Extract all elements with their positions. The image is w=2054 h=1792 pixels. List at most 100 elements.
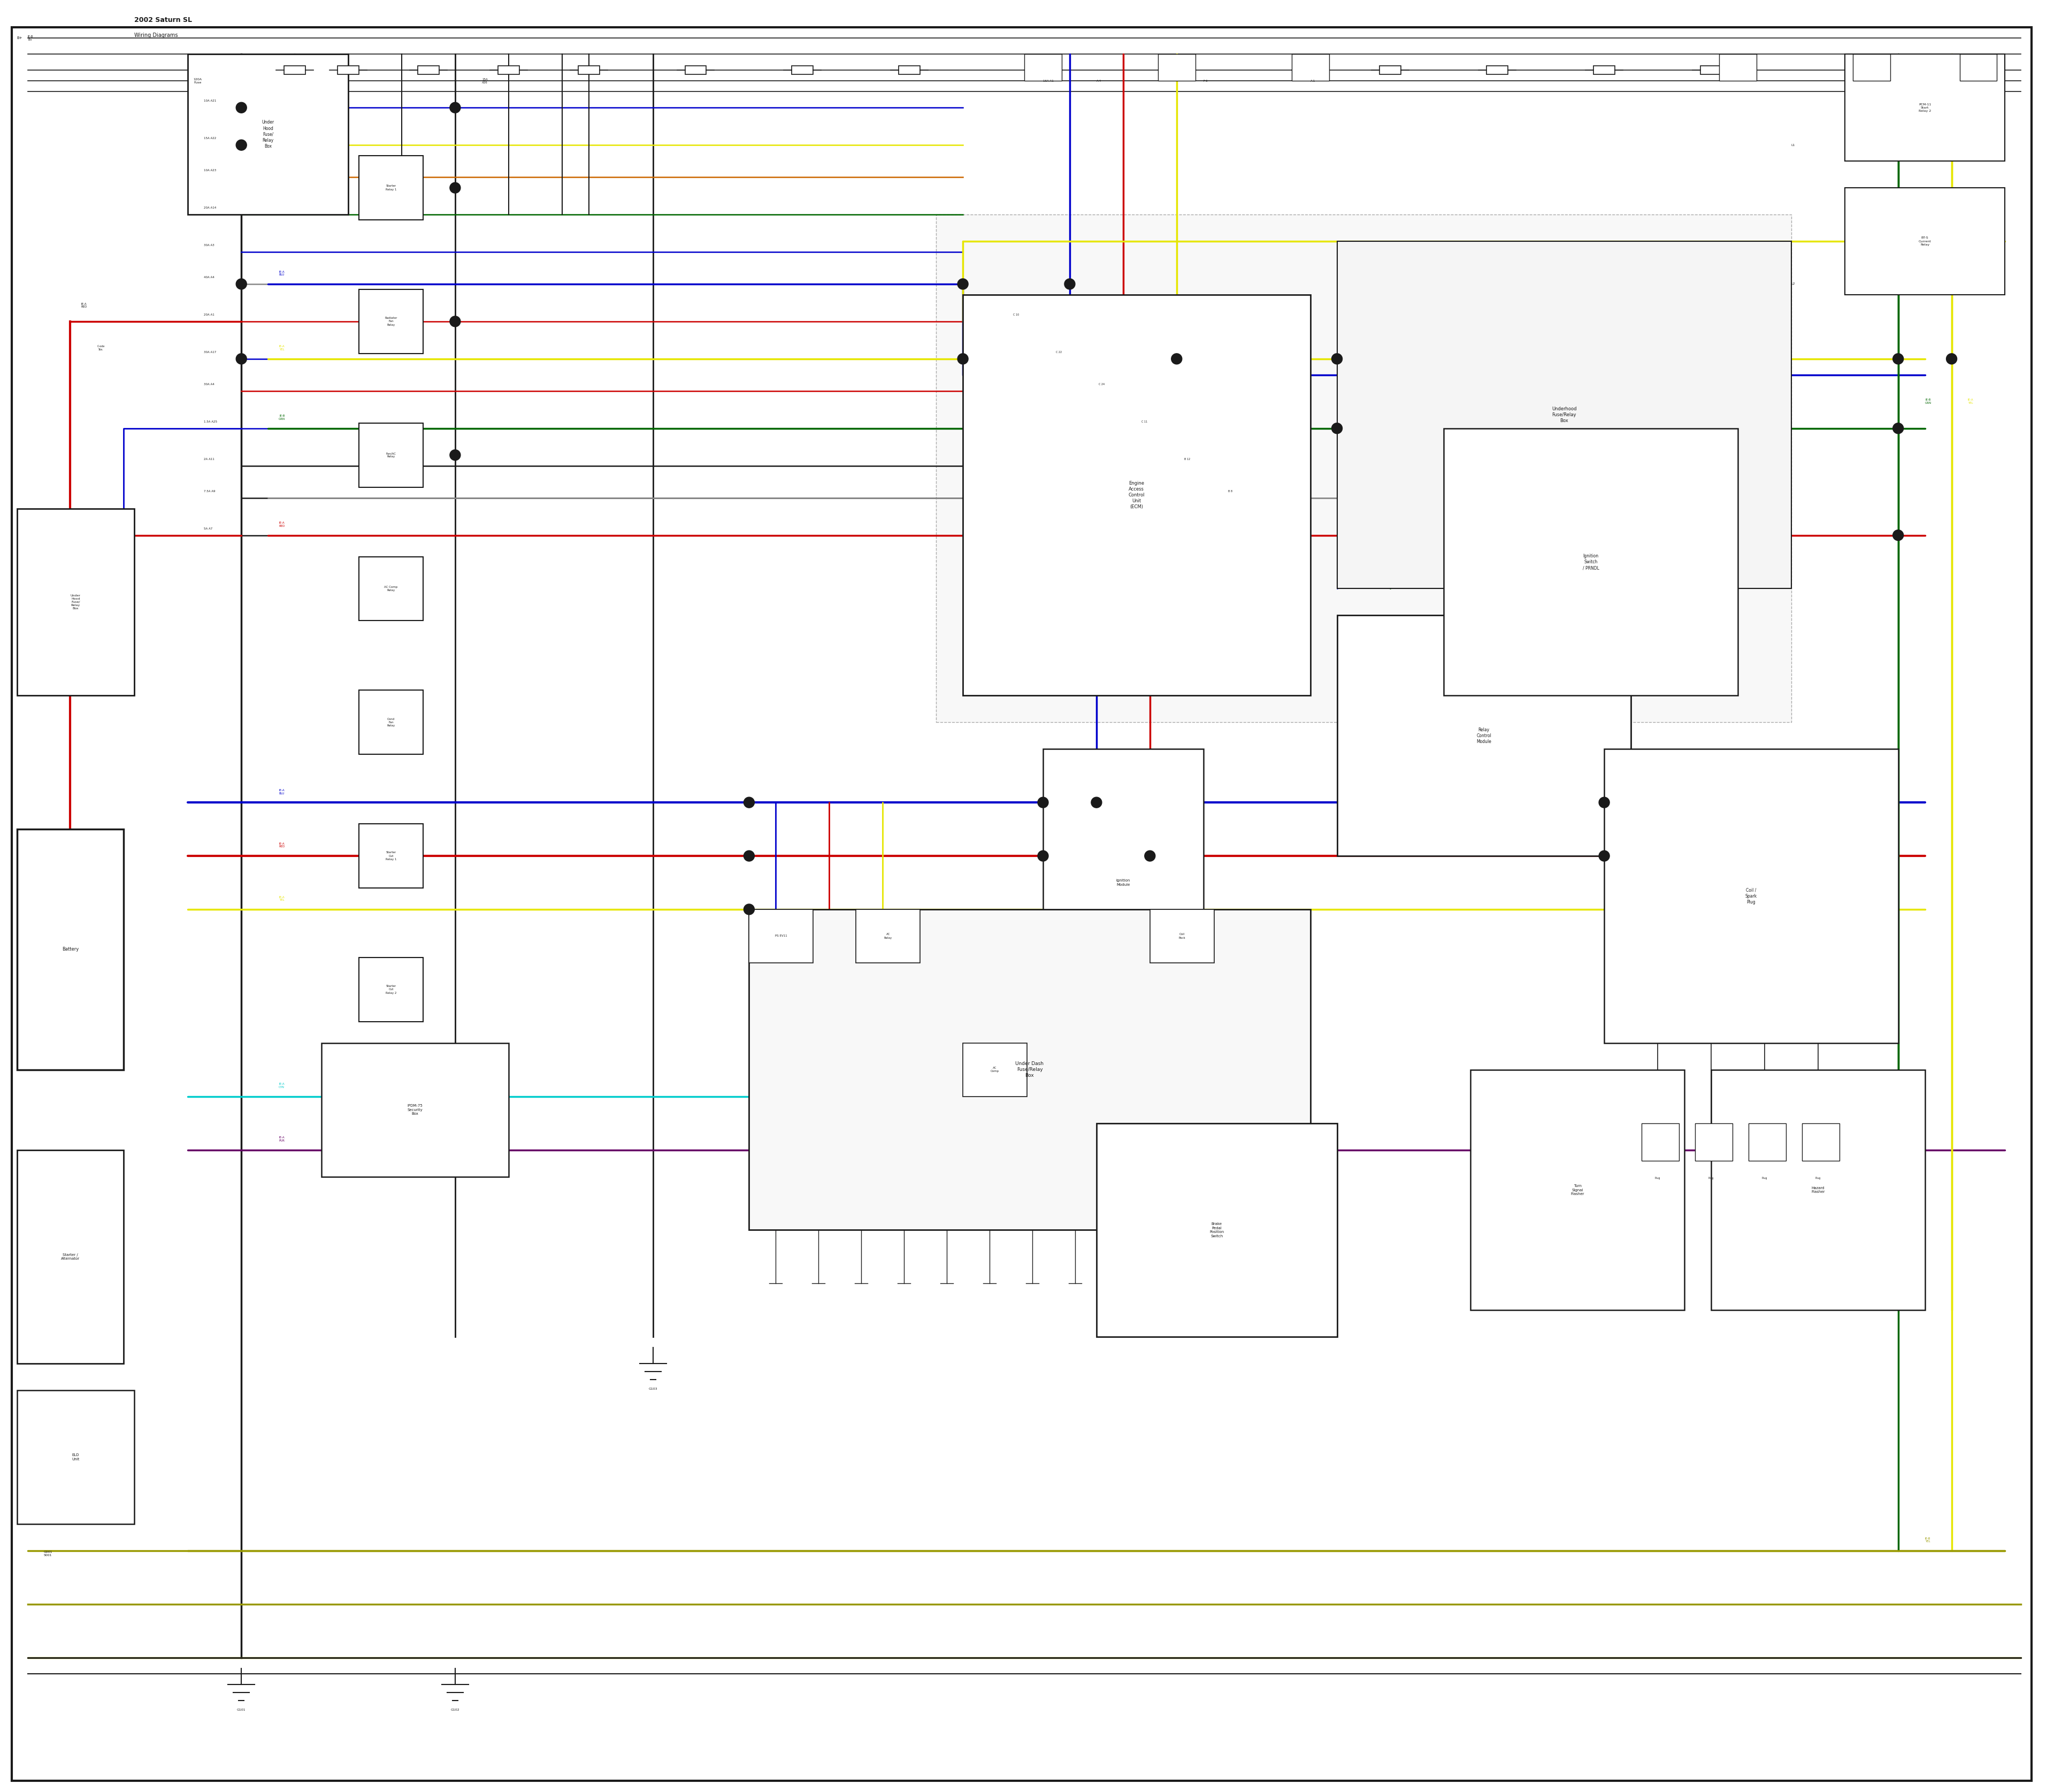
Bar <box>417 66 440 75</box>
Bar <box>1097 1124 1337 1337</box>
Bar <box>1594 66 1614 75</box>
Bar <box>793 66 813 75</box>
Text: Plug: Plug <box>1656 1177 1660 1179</box>
Text: IE-A
YEL: IE-A YEL <box>279 896 283 901</box>
Text: 1.5A A25: 1.5A A25 <box>203 421 218 423</box>
Text: C-ode
Sta.: C-ode Sta. <box>97 346 105 351</box>
Text: Wiring Diagrams: Wiring Diagrams <box>134 32 179 38</box>
Circle shape <box>744 851 754 862</box>
Circle shape <box>1894 530 1904 541</box>
Text: Ignition
Switch
/ PRNDL: Ignition Switch / PRNDL <box>1582 554 1600 570</box>
Text: Coil
Pack: Coil Pack <box>1179 934 1185 939</box>
Bar <box>1960 54 1996 81</box>
Bar <box>1641 1124 1678 1161</box>
Text: Starter
Relay 1: Starter Relay 1 <box>386 185 396 190</box>
Bar <box>1150 909 1214 962</box>
Text: C 11: C 11 <box>1142 421 1148 423</box>
Text: 30A A4: 30A A4 <box>203 383 214 385</box>
Text: 120A
Fuse: 120A Fuse <box>193 79 201 84</box>
Text: PS EV11: PS EV11 <box>774 935 787 937</box>
Text: 2002 Saturn SL: 2002 Saturn SL <box>134 16 193 23</box>
Text: C 24: C 24 <box>1099 383 1105 385</box>
Text: Plug: Plug <box>1762 1177 1766 1179</box>
Text: IE-A
BLU: IE-A BLU <box>279 788 283 794</box>
Text: Plug: Plug <box>1709 1177 1713 1179</box>
Bar <box>1444 428 1738 695</box>
Bar <box>1043 749 1204 1016</box>
Text: B+: B+ <box>16 36 23 39</box>
Bar <box>1711 1070 1925 1310</box>
Bar <box>1337 615 1631 857</box>
Text: Starter
Cut
Relay 2: Starter Cut Relay 2 <box>386 986 396 995</box>
Text: A-1: A-1 <box>1310 79 1315 82</box>
Text: 15A A22: 15A A22 <box>203 136 216 140</box>
Circle shape <box>450 102 460 113</box>
Text: ELD
Unit: ELD Unit <box>72 1453 80 1460</box>
Text: Relay
Control
Module: Relay Control Module <box>1477 728 1491 744</box>
Text: A-4: A-4 <box>1097 79 1101 82</box>
Bar <box>1380 66 1401 75</box>
Circle shape <box>1037 797 1048 808</box>
Circle shape <box>744 797 754 808</box>
Bar <box>1300 66 1321 75</box>
Text: G102: G102 <box>450 1708 460 1711</box>
Circle shape <box>1171 353 1181 364</box>
Bar <box>16 1150 123 1364</box>
Text: 15A
A26: 15A A26 <box>483 79 487 84</box>
Text: IE-A
RED: IE-A RED <box>80 303 86 308</box>
Text: IE-A
RED: IE-A RED <box>279 521 286 527</box>
Bar <box>1719 54 1756 81</box>
Text: Hazard
Flasher: Hazard Flasher <box>1812 1186 1824 1193</box>
Bar <box>684 66 707 75</box>
Text: Starter
Cut
Relay 1: Starter Cut Relay 1 <box>386 851 396 860</box>
Bar <box>1801 1124 1840 1161</box>
Bar <box>16 830 123 1070</box>
Text: Battery: Battery <box>62 946 78 952</box>
Bar <box>283 66 306 75</box>
Bar <box>1167 66 1187 75</box>
Bar <box>1337 242 1791 590</box>
Text: AC Comp
Relay: AC Comp Relay <box>384 586 398 591</box>
Text: IE-A
RED: IE-A RED <box>279 842 286 848</box>
Bar <box>1025 54 1062 81</box>
Text: AC
Comp: AC Comp <box>990 1066 998 1073</box>
Text: G001
S001: G001 S001 <box>43 1550 53 1557</box>
Text: 30A A17: 30A A17 <box>203 351 216 353</box>
Circle shape <box>957 280 967 289</box>
Bar <box>187 54 349 215</box>
Text: IE-A
YEL: IE-A YEL <box>1968 398 1974 405</box>
Text: B 12: B 12 <box>1185 457 1191 461</box>
Bar <box>857 909 920 962</box>
Text: 30A A3: 30A A3 <box>203 244 214 247</box>
Bar <box>963 294 1310 695</box>
Bar <box>1844 54 2005 161</box>
Text: IE-B
B+: IE-B B+ <box>27 36 33 41</box>
Text: 2A A11: 2A A11 <box>203 457 214 461</box>
Bar <box>1033 66 1054 75</box>
Bar <box>16 1391 134 1523</box>
Bar <box>322 1043 509 1177</box>
Bar <box>750 909 1310 1229</box>
Text: IE-A
PUR: IE-A PUR <box>279 1136 286 1142</box>
Bar <box>937 215 1791 722</box>
Text: 10A A23: 10A A23 <box>203 168 216 172</box>
Bar <box>337 66 359 75</box>
Text: Under
Hood
Fuse/
Relay
Box: Under Hood Fuse/ Relay Box <box>263 120 275 149</box>
Bar <box>1292 54 1329 81</box>
Text: Under
Hood
Fuse/
Relay
Box: Under Hood Fuse/ Relay Box <box>70 595 80 609</box>
Text: IE-B
GRN: IE-B GRN <box>1925 398 1931 405</box>
Circle shape <box>450 183 460 194</box>
Bar <box>1604 749 1898 1043</box>
Text: IPDM-75
Security
Box: IPDM-75 Security Box <box>407 1104 423 1115</box>
Bar <box>359 957 423 1021</box>
Bar <box>497 66 520 75</box>
Bar <box>1471 1070 1684 1310</box>
Text: F-6: F-6 <box>1204 79 1208 82</box>
Bar <box>1695 1124 1732 1161</box>
Circle shape <box>450 450 460 461</box>
Circle shape <box>236 353 246 364</box>
Text: Brake
Pedal
Position
Switch: Brake Pedal Position Switch <box>1210 1222 1224 1238</box>
Text: 20A A1: 20A A1 <box>203 314 214 315</box>
Bar <box>359 289 423 353</box>
Text: G101: G101 <box>236 1708 246 1711</box>
